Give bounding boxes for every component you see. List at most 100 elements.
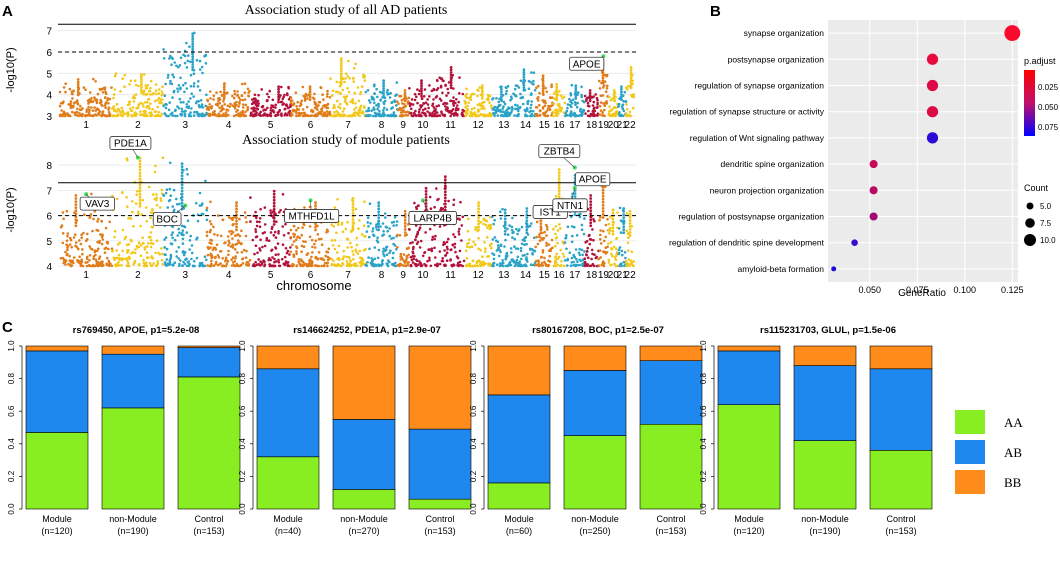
snp-point xyxy=(437,104,441,107)
snp-point xyxy=(466,104,470,108)
snp-point xyxy=(93,106,96,109)
snp-point xyxy=(539,222,543,226)
snp-point xyxy=(136,106,140,110)
snp-point xyxy=(627,249,630,252)
snp-point xyxy=(428,111,431,115)
snp-point xyxy=(175,197,178,201)
snp-point xyxy=(330,262,334,266)
bar-n-label: (n=270) xyxy=(348,526,379,536)
snp-point xyxy=(589,224,593,228)
snp-point xyxy=(563,259,567,262)
snp-point xyxy=(506,264,509,268)
snp-point xyxy=(269,114,273,118)
snp-point xyxy=(76,78,80,81)
snp-point xyxy=(578,215,582,219)
snp-point xyxy=(349,230,353,233)
snp-point xyxy=(603,239,606,243)
snp-point xyxy=(417,113,421,117)
snp-point xyxy=(413,254,416,258)
snp-point xyxy=(466,108,470,112)
snp-point xyxy=(566,106,569,110)
snp-point xyxy=(538,235,541,239)
snp-point xyxy=(445,94,448,97)
snp-point xyxy=(248,258,252,262)
snp-point xyxy=(360,85,364,88)
bar-segment-bb xyxy=(256,345,320,370)
snp-point xyxy=(180,107,184,111)
snp-point xyxy=(115,102,119,106)
snp-point xyxy=(484,247,487,250)
snp-point xyxy=(557,195,561,199)
snp-point xyxy=(409,111,413,115)
snp-point xyxy=(382,87,385,90)
snp-point xyxy=(420,84,423,88)
snp-point xyxy=(64,82,67,85)
snp-point xyxy=(221,218,225,221)
snp-point xyxy=(164,106,168,110)
snp-point xyxy=(308,95,312,99)
snp-point xyxy=(502,114,505,118)
snp-point xyxy=(449,81,453,85)
snp-point xyxy=(256,251,259,255)
snp-point xyxy=(342,95,346,99)
snp-point xyxy=(111,250,114,253)
snp-point xyxy=(629,83,633,87)
snp-point xyxy=(346,264,349,267)
snp-point xyxy=(395,104,398,107)
snp-point xyxy=(392,111,396,114)
snp-point xyxy=(523,108,527,112)
snp-point xyxy=(513,245,516,248)
snp-point xyxy=(369,114,372,117)
snp-point xyxy=(506,84,510,88)
snp-point xyxy=(65,239,69,243)
snp-point xyxy=(300,233,304,237)
snp-point xyxy=(343,114,347,117)
snp-point xyxy=(86,232,89,236)
snp-point xyxy=(170,63,173,66)
snp-point xyxy=(580,228,584,231)
snp-point xyxy=(386,88,390,92)
snp-point xyxy=(171,236,174,240)
snp-point xyxy=(168,101,171,104)
chrom-label: 17 xyxy=(569,120,581,131)
snp-point xyxy=(272,195,276,199)
snp-point xyxy=(552,114,555,118)
snp-point xyxy=(424,199,428,202)
snp-point xyxy=(599,237,602,241)
snp-point xyxy=(569,92,572,95)
snp-point xyxy=(326,89,329,93)
snp-point xyxy=(105,256,109,260)
snp-point xyxy=(209,200,212,204)
snp-point xyxy=(201,264,204,268)
bar-panel-title: rs80167208, BOC, p1=2.5e-07 xyxy=(532,325,664,336)
snp-point xyxy=(619,231,623,234)
snp-point xyxy=(531,252,534,256)
snp-point xyxy=(416,230,420,234)
snp-point xyxy=(526,108,529,112)
snp-point xyxy=(148,111,151,115)
snp-point xyxy=(140,78,143,82)
snp-point xyxy=(217,263,220,267)
snp-point xyxy=(164,102,167,106)
snp-point xyxy=(396,233,399,237)
snp-point xyxy=(501,110,505,113)
snp-point xyxy=(556,229,560,232)
snp-point xyxy=(554,255,558,258)
snp-point xyxy=(568,97,571,101)
bar-category-label: Module xyxy=(273,514,303,524)
snp-point xyxy=(365,109,368,113)
snp-point xyxy=(103,96,107,99)
snp-point xyxy=(233,92,237,96)
snp-point xyxy=(407,261,410,264)
snp-point xyxy=(281,193,285,196)
bar-segment-ab xyxy=(487,394,551,484)
chrom-label: 14 xyxy=(520,270,532,281)
snp-point xyxy=(305,105,309,109)
snp-point xyxy=(92,217,95,221)
snp-point xyxy=(159,197,162,200)
ytick-label: 1.0 xyxy=(469,340,478,352)
snp-point xyxy=(195,256,199,260)
snp-point xyxy=(212,98,215,101)
snp-point xyxy=(561,240,564,244)
